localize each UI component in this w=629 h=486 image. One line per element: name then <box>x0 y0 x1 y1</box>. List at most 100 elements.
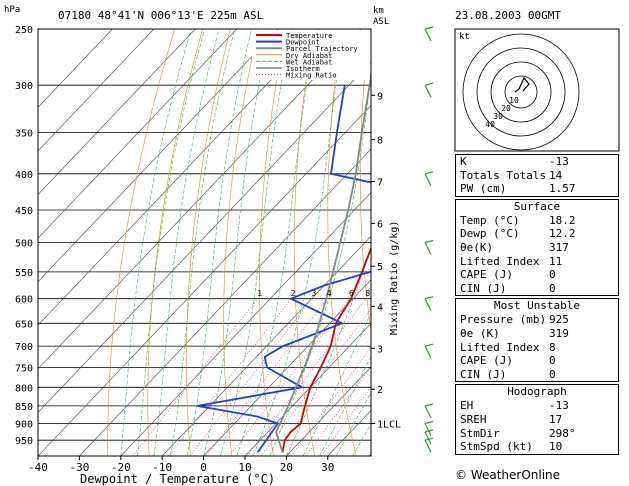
dry-adiabat-line <box>620 29 629 456</box>
general-label: Totals Totals <box>460 168 547 182</box>
surface-value: 11 <box>549 254 563 268</box>
pressure-tick-label: 600 <box>15 295 33 306</box>
pressure-tick-label: 550 <box>15 268 33 279</box>
km-tick-label: 4 <box>377 302 383 313</box>
mixing-ratio-line <box>305 366 371 456</box>
km-tick-label: 1LCL <box>377 420 401 431</box>
x-tick-label: 30 <box>321 461 334 474</box>
hodograph-value: 10 <box>549 440 563 454</box>
wind-barb <box>424 345 432 359</box>
hodograph-row: EH -13 <box>456 399 618 413</box>
dry-adiabat-line <box>107 29 175 456</box>
hodograph-ring <box>490 61 552 123</box>
copyright: © WeatherOnline <box>455 468 561 482</box>
mixing-ratio-value: 3 <box>311 289 316 298</box>
wind-barb-flag <box>424 343 434 347</box>
surface-row: CAPE (J) 0 <box>456 268 618 282</box>
hodograph-title: Hodograph <box>507 385 567 399</box>
general-row: K -13 <box>456 155 618 169</box>
general-value: 14 <box>549 168 563 182</box>
isotherm-line <box>38 29 155 152</box>
surface-value: 0 <box>549 268 556 282</box>
wind-barb <box>424 423 432 436</box>
isotherm-line <box>161 235 371 456</box>
hodograph-label: SREH <box>460 412 487 426</box>
wind-barbs <box>424 26 434 453</box>
km-tick-label: 5 <box>377 262 383 273</box>
pressure-tick-label: 650 <box>15 319 33 330</box>
legend-entry: Parcel Trajectory <box>286 45 358 53</box>
unstable-row: Pressure (mb) 925 <box>456 313 618 327</box>
pressure-tick-label: 900 <box>15 420 33 431</box>
x-tick-label: -10 <box>152 461 172 474</box>
hodograph-label: StmSpd (kt) <box>460 440 533 454</box>
surface-indices: Surface Temp (°C) 18.2 Dewp (°C) 12.2 θe(K) 3… <box>455 198 619 297</box>
mixing-ratio-line <box>132 298 258 456</box>
pressure-tick-label: 350 <box>15 129 33 140</box>
legend-entry: Mixing Ratio <box>286 72 337 80</box>
wet-adiabat-line <box>302 312 371 456</box>
pressure-tick-label: 800 <box>15 383 33 394</box>
legend-entry: Dewpoint <box>286 39 320 47</box>
km-tick-label: 7 <box>377 177 383 188</box>
surface-value: 18.2 <box>549 213 576 227</box>
unstable-value: 8 <box>549 340 556 354</box>
plot-frame <box>37 28 372 457</box>
mixing-ratio-axis-label: Mixing Ratio (g/kg) <box>389 221 400 335</box>
wet-adiabat-line <box>253 29 345 456</box>
isotherm-line <box>38 61 371 413</box>
isotherm-line <box>286 366 371 456</box>
wind-barb-flag <box>424 437 434 441</box>
wind-barb-flag <box>424 171 434 175</box>
general-label: K <box>460 155 467 168</box>
dry-adiabat-line <box>359 29 371 333</box>
unstable-row: CIN (J) 0 <box>456 368 618 382</box>
mixing-ratio-line <box>260 308 371 456</box>
unstable-row: CAPE (J) 0 <box>456 354 618 368</box>
km-tick-label: 3 <box>377 344 383 355</box>
unstable-value: 0 <box>549 367 556 381</box>
pressure-tick-label: 400 <box>15 170 33 181</box>
hodograph-ring <box>476 47 566 137</box>
isotherm-line <box>38 29 196 195</box>
wet-adiabat-line <box>219 29 292 456</box>
hodograph-row: SREH 17 <box>456 413 618 427</box>
wind-barb-flag <box>424 403 434 407</box>
surface-label: Dewp (°C) <box>460 227 520 241</box>
wet-adiabat-line <box>137 29 206 456</box>
surface-row: Temp (°C) 18.2 <box>456 214 618 228</box>
unstable-label: Lifted Index <box>460 340 540 354</box>
hodograph-ring-label: 40 <box>485 120 495 129</box>
unstable-label: θe (K) <box>460 326 500 340</box>
km-tick-label: 2 <box>377 385 383 396</box>
wind-barb-flag <box>424 296 434 300</box>
wind-barb <box>424 439 432 453</box>
hodograph-row: StmSpd (kt) 10 <box>456 440 618 454</box>
km-tick-label: 9 <box>377 91 383 102</box>
wet-adiabat-line <box>186 29 252 456</box>
x-tick-label: 20 <box>280 461 293 474</box>
parcel-line <box>275 68 371 453</box>
unstable-title: Most Unstable <box>493 299 581 313</box>
hodograph-row: StmDir 298° <box>456 427 618 441</box>
wind-barb-flag <box>424 26 434 30</box>
surface-label: Lifted Index <box>460 254 540 268</box>
surface-value: 12.2 <box>549 227 576 241</box>
hodograph-trace <box>514 76 530 93</box>
isotherm-line <box>203 279 371 456</box>
pressure-tick-label: 700 <box>15 342 33 353</box>
isotherm-line <box>38 29 279 283</box>
wind-barb-flag <box>424 239 434 244</box>
x-tick-label: 0 <box>200 461 207 474</box>
wind-barb <box>424 173 432 187</box>
wet-adiabat-line <box>120 29 192 456</box>
wet-adiabat-line <box>269 74 371 456</box>
unstable-label: Pressure (mb) <box>460 313 547 327</box>
unstable-row: Lifted Index 8 <box>456 341 618 355</box>
mixing-ratio-line <box>167 298 292 456</box>
pressure-tick-label: 500 <box>15 239 33 250</box>
surface-row: CIN (J) 0 <box>456 282 618 296</box>
km-label: km <box>373 6 384 16</box>
